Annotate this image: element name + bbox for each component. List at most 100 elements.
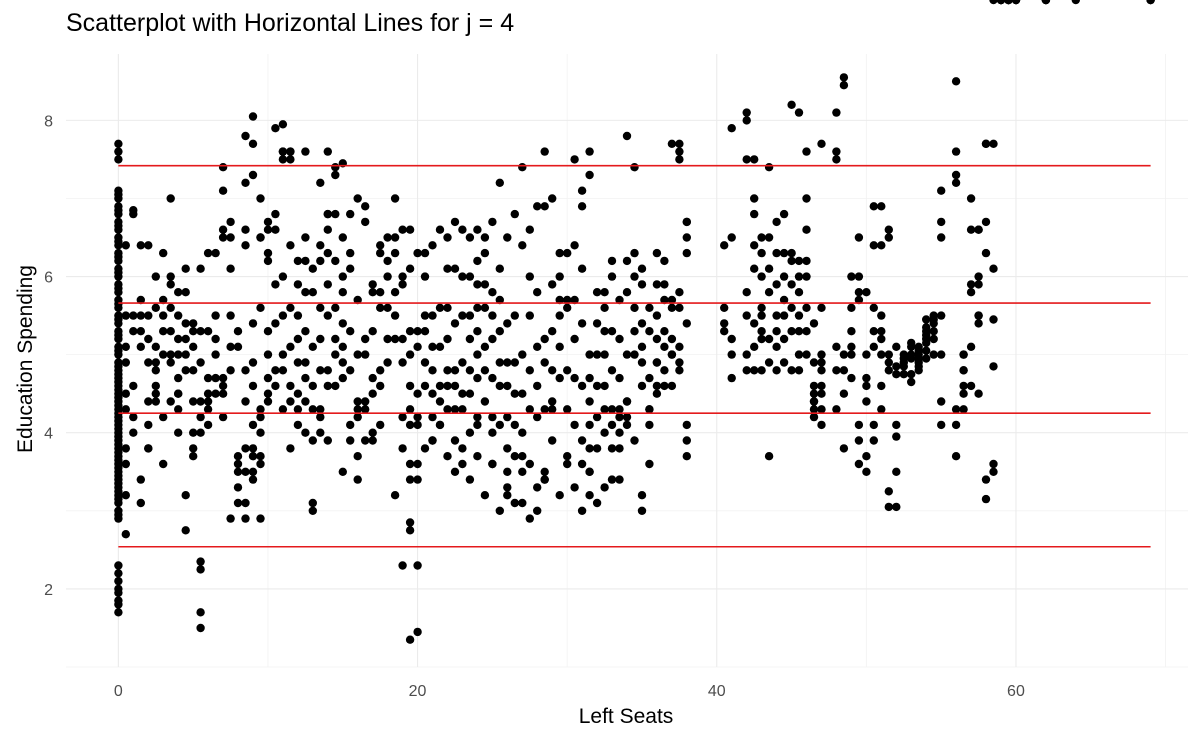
data-point: [503, 444, 512, 453]
data-point: [323, 248, 332, 258]
data-point: [196, 623, 205, 633]
data-point: [480, 397, 490, 406]
data-point: [203, 248, 213, 258]
data-point: [637, 319, 647, 328]
data-point: [248, 444, 258, 453]
data-point: [420, 248, 430, 258]
data-point: [518, 498, 527, 508]
data-point: [346, 264, 355, 273]
data-point: [428, 412, 437, 422]
data-point: [353, 475, 362, 484]
data-point: [308, 498, 317, 508]
data-point: [518, 467, 527, 476]
data-point: [974, 389, 983, 398]
data-point: [189, 397, 198, 406]
data-point: [667, 334, 677, 344]
data-point: [750, 319, 759, 328]
data-point: [331, 170, 340, 180]
data-point: [652, 280, 662, 289]
data-point: [548, 366, 557, 375]
data-point: [877, 241, 886, 250]
data-point: [203, 327, 213, 336]
data-point: [540, 147, 549, 156]
data-point: [286, 342, 295, 351]
data-point: [742, 311, 751, 320]
data-point: [727, 373, 736, 383]
data-point: [981, 248, 991, 258]
data-point: [181, 334, 190, 344]
data-point: [570, 241, 579, 250]
data-point: [301, 147, 310, 156]
data-point: [959, 350, 968, 359]
data-point: [869, 327, 878, 336]
data-point: [779, 358, 789, 367]
data-point: [159, 459, 168, 469]
data-point: [937, 397, 946, 406]
data-point: [600, 428, 609, 437]
data-point: [809, 358, 819, 367]
data-point: [884, 225, 893, 234]
data-point: [862, 288, 871, 297]
data-point: [652, 358, 662, 367]
data-point: [218, 412, 228, 422]
data-point: [802, 350, 811, 359]
data-point: [764, 264, 774, 273]
data-point: [929, 315, 938, 324]
data-point: [682, 420, 691, 430]
data-point: [510, 358, 519, 367]
data-point: [794, 256, 804, 266]
data-point: [682, 248, 691, 258]
data-point: [121, 444, 130, 453]
data-point: [951, 147, 961, 156]
data-point: [233, 327, 243, 336]
data-point: [592, 288, 602, 297]
data-point: [248, 319, 258, 328]
data-point: [428, 436, 437, 445]
data-point: [465, 428, 475, 437]
data-point: [570, 420, 579, 430]
data-point: [218, 389, 228, 398]
data-point: [959, 366, 968, 375]
data-point: [420, 327, 430, 336]
data-point: [802, 327, 811, 336]
data-point: [383, 303, 392, 312]
data-point: [413, 561, 422, 570]
data-point: [151, 272, 160, 281]
data-point: [316, 303, 325, 312]
data-point: [114, 190, 123, 199]
data-point: [585, 350, 594, 359]
data-point: [974, 280, 983, 289]
data-point: [428, 366, 437, 375]
data-point: [951, 77, 961, 86]
data-point: [226, 233, 235, 242]
data-point: [488, 334, 497, 344]
x-axis-ticks: 0 20 40 60: [114, 683, 1025, 700]
data-point: [667, 350, 677, 359]
data-point: [533, 342, 542, 351]
data-point: [592, 350, 602, 359]
data-point: [405, 518, 415, 527]
data-point: [488, 311, 497, 320]
data-point: [832, 342, 841, 351]
data-point: [151, 342, 160, 351]
data-point: [839, 444, 849, 453]
data-point: [353, 452, 362, 461]
data-point: [174, 389, 183, 398]
data-point: [189, 319, 198, 328]
data-point: [922, 338, 931, 348]
data-point: [802, 225, 811, 234]
data-point: [630, 248, 639, 258]
data-point: [817, 366, 826, 375]
data-point: [114, 370, 123, 379]
data-point: [301, 358, 310, 367]
data-point: [660, 366, 669, 375]
data-point: [211, 389, 220, 398]
data-point: [443, 381, 452, 391]
data-point: [413, 327, 422, 336]
data-point: [465, 272, 475, 281]
data-point: [622, 412, 632, 422]
data-point: [271, 381, 280, 391]
data-point: [166, 350, 175, 359]
data-point: [518, 389, 527, 398]
